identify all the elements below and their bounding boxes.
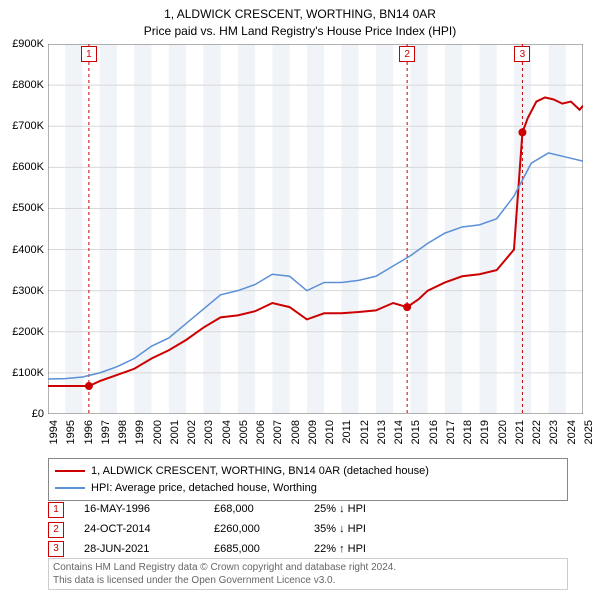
x-tick-label: 2025 [583,420,595,444]
annotation-date: 16-MAY-1996 [84,500,214,520]
annotation-row: 3 28-JUN-2021£685,00022% ↑ HPI [48,540,568,560]
x-tick-label: 2015 [410,420,422,444]
y-tick-label: £700K [12,120,44,132]
y-tick-label: £500K [12,202,44,214]
chart-marker-badge: 3 [514,46,530,62]
x-tick-label: 2017 [445,420,457,444]
footer-note: Contains HM Land Registry data © Crown c… [48,558,568,590]
x-tick-label: 2001 [169,420,181,444]
x-tick-label: 2023 [548,420,560,444]
y-axis-labels: £0£100K£200K£300K£400K£500K£600K£700K£80… [4,44,46,414]
annotation-pct: 25% ↓ HPI [314,500,424,520]
annotation-date: 24-OCT-2014 [84,520,214,540]
x-tick-label: 1998 [117,420,129,444]
x-tick-label: 2004 [221,420,233,444]
x-tick-label: 1994 [48,420,60,444]
chart-container: 1, ALDWICK CRESCENT, WORTHING, BN14 0AR … [0,0,600,590]
x-tick-label: 2002 [186,420,198,444]
x-tick-label: 2005 [238,420,250,444]
x-tick-label: 2003 [203,420,215,444]
legend: 1, ALDWICK CRESCENT, WORTHING, BN14 0AR … [48,458,568,501]
x-tick-label: 2007 [272,420,284,444]
x-tick-label: 2019 [479,420,491,444]
title-line-2: Price paid vs. HM Land Registry's House … [0,23,600,40]
y-tick-label: £200K [12,326,44,338]
legend-label-hpi: HPI: Average price, detached house, Wort… [91,480,317,497]
chart-svg [48,44,583,414]
legend-label-price: 1, ALDWICK CRESCENT, WORTHING, BN14 0AR … [91,463,429,480]
y-tick-label: £0 [32,408,44,420]
y-tick-label: £100K [12,367,44,379]
x-axis-labels: 1994 1995 1996 1997 1998 1999 2000 2001 2002 2003… [48,416,583,456]
x-tick-label: 2013 [376,420,388,444]
legend-row-hpi: HPI: Average price, detached house, Wort… [55,480,561,497]
x-tick-label: 1999 [134,420,146,444]
annotation-row: 2 24-OCT-2014£260,00035% ↓ HPI [48,520,568,540]
x-tick-label: 2012 [359,420,371,444]
y-tick-label: £300K [12,285,44,297]
annotation-badge: 1 [48,502,64,518]
annotation-price: £68,000 [214,500,314,520]
x-tick-label: 2021 [514,420,526,444]
legend-swatch-price [55,470,85,472]
annotation-badge: 2 [48,522,64,538]
x-tick-label: 1997 [100,420,112,444]
x-tick-label: 2009 [307,420,319,444]
chart-marker-badge: 2 [399,46,415,62]
x-tick-label: 1995 [65,420,77,444]
chart-marker-badge: 1 [81,46,97,62]
footer-line-1: Contains HM Land Registry data © Crown c… [53,561,563,574]
annotation-badge: 3 [48,541,64,557]
x-tick-label: 2020 [497,420,509,444]
x-tick-label: 2008 [290,420,302,444]
x-tick-label: 2022 [531,420,543,444]
footer-line-2: This data is licensed under the Open Gov… [53,574,563,587]
annotation-price: £685,000 [214,540,314,560]
x-tick-label: 2018 [462,420,474,444]
y-tick-label: £400K [12,244,44,256]
x-tick-label: 2014 [393,420,405,444]
chart-title: 1, ALDWICK CRESCENT, WORTHING, BN14 0AR … [0,0,600,40]
x-tick-label: 2006 [255,420,267,444]
annotation-date: 28-JUN-2021 [84,540,214,560]
annotation-row: 1 16-MAY-1996£68,00025% ↓ HPI [48,500,568,520]
x-tick-label: 2000 [152,420,164,444]
y-tick-label: £600K [12,161,44,173]
x-tick-label: 1996 [83,420,95,444]
title-line-1: 1, ALDWICK CRESCENT, WORTHING, BN14 0AR [0,6,600,23]
annotation-table: 1 16-MAY-1996£68,00025% ↓ HPI 2 24-OCT-2014… [48,500,568,559]
x-tick-label: 2010 [324,420,336,444]
annotation-pct: 22% ↑ HPI [314,540,424,560]
chart-area: 1 2 3 [48,44,583,414]
y-tick-label: £900K [12,38,44,50]
y-tick-label: £800K [12,79,44,91]
legend-swatch-hpi [55,487,85,489]
annotation-pct: 35% ↓ HPI [314,520,424,540]
x-tick-label: 2016 [428,420,440,444]
x-tick-label: 2024 [566,420,578,444]
x-tick-label: 2011 [341,420,353,444]
annotation-price: £260,000 [214,520,314,540]
legend-row-price: 1, ALDWICK CRESCENT, WORTHING, BN14 0AR … [55,463,561,480]
